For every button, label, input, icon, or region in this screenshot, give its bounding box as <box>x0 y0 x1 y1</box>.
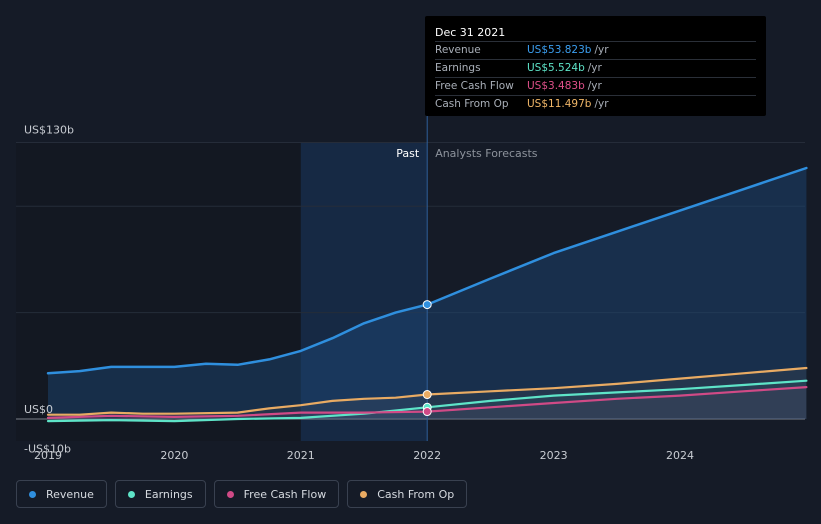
tooltip-value: US$5.524b <box>527 62 585 74</box>
legend-dot-icon <box>360 490 368 498</box>
legend-dot-icon <box>127 490 135 498</box>
cash-from-op-line <box>46 366 808 416</box>
past-label: Past <box>396 147 420 160</box>
y-tick-label: -US$10b <box>24 442 71 455</box>
tooltip-unit: /yr <box>594 98 609 110</box>
series-areas <box>48 168 807 422</box>
revenue-area <box>48 168 807 419</box>
x-tick-label: 2021 <box>287 449 315 462</box>
chart-gridlines <box>16 141 805 420</box>
x-tick-label: 2022 <box>413 449 441 462</box>
x-tick-label: 2020 <box>160 449 188 462</box>
legend-label: Cash From Op <box>377 487 455 501</box>
tooltip-unit: /yr <box>587 80 602 92</box>
cash-from-op-point[interactable] <box>422 390 432 400</box>
legend-item-earnings[interactable]: Earnings <box>114 480 206 508</box>
legend-label: Earnings <box>144 487 193 501</box>
x-axis-tick-labels: 2019 2020 2021 2022 2023 2024 <box>34 449 694 462</box>
revenue-point[interactable] <box>422 300 432 310</box>
tooltip-value: US$3.483b <box>527 80 585 92</box>
legend-item-free-cash-flow[interactable]: Free Cash Flow <box>213 480 340 508</box>
legend-dot-icon <box>226 490 234 498</box>
free-cash-flow-area <box>48 387 807 419</box>
tooltip-row: Cash From Op US$11.497b/yr <box>435 96 756 113</box>
x-tick-label: 2024 <box>666 449 694 462</box>
tooltip-label: Earnings <box>435 62 481 74</box>
tooltip-unit: /yr <box>594 44 609 56</box>
y-tick-label: US$0 <box>24 403 53 416</box>
legend-item-cash-from-op[interactable]: Cash From Op <box>347 480 468 508</box>
tooltip-row: Earnings US$5.524b/yr <box>435 60 756 78</box>
revenue-line <box>46 166 808 375</box>
cash-from-op-area <box>48 368 807 419</box>
x-tick-label: 2023 <box>540 449 568 462</box>
tooltip-row: Revenue US$53.823b/yr <box>435 42 756 60</box>
tooltip-label: Revenue <box>435 44 481 56</box>
legend-label: Revenue <box>46 487 94 501</box>
tooltip-value: US$53.823b <box>527 44 592 56</box>
hover-points <box>422 300 432 417</box>
x-tick-label: 2019 <box>34 449 62 462</box>
free-cash-flow-point[interactable] <box>422 407 432 417</box>
hover-tooltip: Dec 31 2021 Revenue US$53.823b/yr Earnings… <box>425 16 766 116</box>
tooltip-value: US$11.497b <box>527 98 592 110</box>
legend-label: Free Cash Flow <box>243 487 327 501</box>
legend-dot-icon <box>29 490 36 498</box>
chart-legend: Revenue Earnings Free Cash Flow Cash From O… <box>16 480 468 508</box>
tooltip-label: Cash From Op <box>435 98 509 110</box>
tooltip-date: Dec 31 2021 <box>435 24 756 42</box>
tooltip-label: Free Cash Flow <box>435 80 514 92</box>
earnings-area <box>48 380 807 422</box>
analysts-forecasts-label: Analysts Forecasts <box>435 147 538 160</box>
selected-period-highlight <box>300 143 428 441</box>
y-axis-tick-labels: US$130b US$0 -US$10b <box>24 123 74 455</box>
tooltip-rows: Revenue US$53.823b/yr Earnings US$5.524b/yr… <box>435 42 756 113</box>
legend-item-revenue[interactable]: Revenue <box>16 480 107 508</box>
tooltip-unit: /yr <box>587 62 602 74</box>
tooltip-row: Free Cash Flow US$3.483b/yr <box>435 78 756 96</box>
y-tick-label: US$130b <box>24 123 74 136</box>
